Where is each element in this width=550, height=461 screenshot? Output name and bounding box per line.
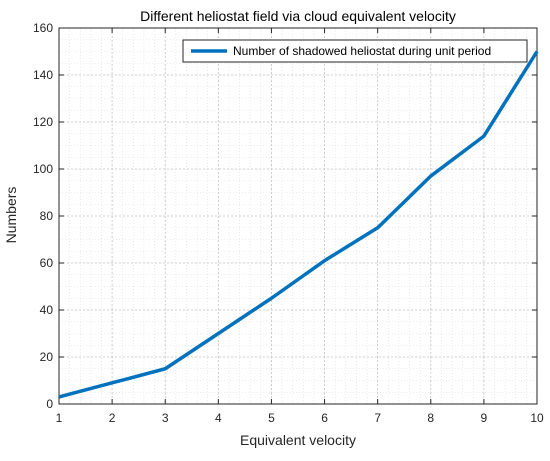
data-point bbox=[429, 175, 432, 178]
data-point bbox=[270, 297, 273, 300]
data-point bbox=[536, 50, 539, 53]
y-tick-label: 0 bbox=[46, 397, 53, 411]
series-line bbox=[58, 50, 539, 399]
y-tick-label: 40 bbox=[40, 303, 54, 317]
x-tick-label: 8 bbox=[427, 411, 434, 425]
x-tick-label: 3 bbox=[162, 411, 169, 425]
x-tick-label: 1 bbox=[56, 411, 63, 425]
y-tick-label: 20 bbox=[40, 350, 54, 364]
x-tick-label: 2 bbox=[109, 411, 116, 425]
x-tick-label: 9 bbox=[481, 411, 488, 425]
x-axis-label: Equivalent velocity bbox=[240, 432, 356, 448]
legend-box bbox=[182, 39, 528, 63]
data-point bbox=[217, 332, 220, 335]
data-point bbox=[376, 226, 379, 229]
data-point bbox=[58, 395, 61, 398]
y-tick-label: 120 bbox=[33, 115, 53, 129]
data-point bbox=[164, 367, 167, 370]
x-tick-label: 10 bbox=[530, 411, 544, 425]
data-point bbox=[482, 135, 485, 138]
x-tick-label: 5 bbox=[268, 411, 275, 425]
legend-label: Number of shadowed heliostat during unit… bbox=[233, 44, 491, 58]
axes-background bbox=[59, 28, 537, 404]
y-tick-label: 160 bbox=[33, 21, 53, 35]
data-point bbox=[323, 259, 326, 262]
x-tick-label: 7 bbox=[374, 411, 381, 425]
chart-title: Different heliostat field via cloud equi… bbox=[140, 8, 456, 24]
y-tick-label: 140 bbox=[33, 68, 53, 82]
x-tick-label: 6 bbox=[321, 411, 328, 425]
data-point bbox=[111, 381, 114, 384]
y-tick-label: 100 bbox=[33, 162, 53, 176]
y-tick-label: 60 bbox=[40, 256, 54, 270]
y-axis-label: Numbers bbox=[3, 187, 19, 244]
y-tick-label: 80 bbox=[40, 209, 54, 223]
x-tick-label: 4 bbox=[215, 411, 222, 425]
